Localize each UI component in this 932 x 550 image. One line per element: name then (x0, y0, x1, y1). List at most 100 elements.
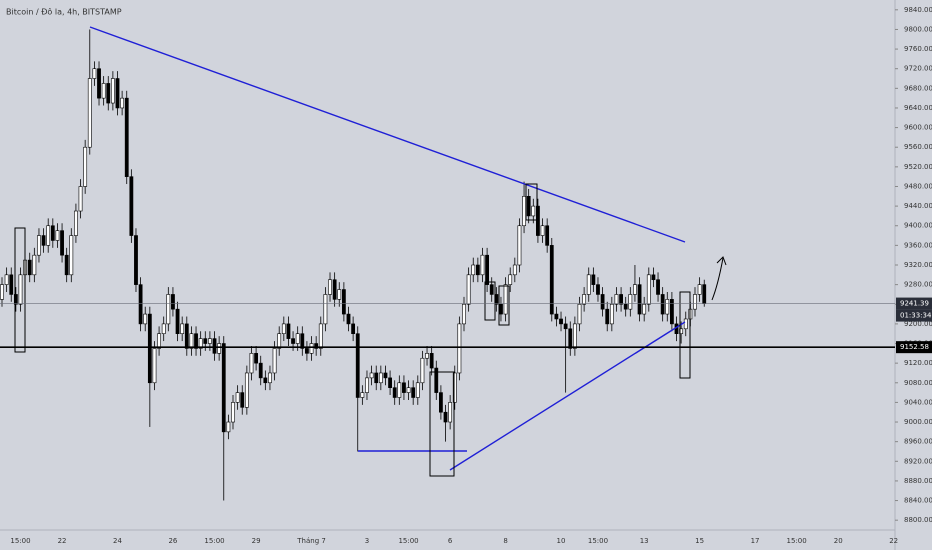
x-tick-label: 26 (168, 537, 177, 545)
candle-body (577, 303, 582, 325)
candle (572, 316, 577, 356)
candle (540, 218, 545, 243)
candle (143, 306, 148, 332)
candle (32, 247, 37, 283)
highlight-box (498, 285, 510, 326)
candle-body (633, 284, 637, 295)
candle-body (147, 313, 152, 384)
candle-body (457, 323, 462, 374)
candle-body (402, 382, 406, 393)
candle (656, 272, 660, 302)
candle (351, 316, 356, 342)
candle (337, 282, 342, 307)
candle (434, 360, 439, 400)
y-tick-label: 9200.00 (904, 320, 932, 328)
candle (582, 287, 587, 312)
x-tick-label: 24 (113, 537, 122, 545)
last-price-box (896, 297, 932, 310)
candle-body (291, 338, 295, 344)
x-tick-label: Tháng 7 (296, 537, 326, 545)
candle (586, 267, 591, 302)
candle (171, 287, 175, 317)
y-tick-label: 9520.00 (904, 163, 932, 171)
candle-body (323, 294, 328, 325)
x-tick-label: 6 (448, 537, 453, 545)
candle-body (120, 97, 125, 109)
candle-body (531, 205, 536, 217)
candle (138, 277, 143, 332)
candle (665, 291, 670, 322)
candle-body (462, 303, 466, 325)
candle (166, 287, 171, 332)
candle (517, 218, 522, 273)
candle (194, 326, 198, 356)
candle (0, 277, 4, 307)
candle-body (536, 205, 540, 236)
x-tick-label: 10 (557, 537, 566, 545)
candle-body (268, 372, 272, 384)
candle (120, 90, 125, 116)
candle (596, 277, 600, 302)
candle (83, 139, 88, 194)
y-tick-label: 9360.00 (904, 241, 932, 249)
candle-body (318, 323, 323, 349)
candle-body (697, 284, 702, 295)
candle-body (300, 333, 305, 349)
candle-body (194, 333, 198, 349)
candle-body (549, 245, 554, 315)
candle-body (406, 387, 411, 393)
candle (512, 257, 517, 283)
candle (240, 385, 245, 415)
candle (217, 336, 222, 361)
candle (402, 375, 406, 400)
y-tick-label: 9120.00 (904, 359, 932, 367)
candle-body (157, 333, 161, 349)
candle-body (646, 274, 651, 305)
candle-body (69, 235, 74, 276)
candle-body (263, 377, 268, 384)
candle-body (702, 284, 707, 304)
x-tick-label: 20 (834, 537, 843, 545)
candle-body (87, 78, 92, 148)
y-tick-label: 9440.00 (904, 202, 932, 210)
candle (286, 316, 291, 346)
candle (305, 341, 309, 361)
candle (369, 365, 374, 386)
candle (485, 247, 490, 292)
x-tick-label: 8 (503, 537, 507, 545)
candle (660, 287, 665, 322)
candle (633, 265, 637, 302)
x-tick-label: 17 (751, 537, 760, 545)
y-tick-label: 9560.00 (904, 143, 932, 151)
candle (332, 272, 337, 307)
candle (18, 267, 23, 312)
candle-body (651, 274, 656, 281)
candle-body (134, 235, 138, 285)
candle-body (189, 333, 194, 349)
candle-body (619, 294, 623, 305)
candle (314, 336, 319, 356)
candle-body (397, 382, 402, 398)
candle-body (351, 323, 356, 335)
candle (41, 228, 46, 253)
candle-body (332, 279, 337, 300)
y-tick-label: 9720.00 (904, 65, 932, 73)
candle (522, 181, 526, 234)
candle-body (522, 195, 526, 227)
candle-body (138, 284, 143, 325)
candle (37, 228, 41, 263)
candle (563, 316, 568, 393)
candle-body (129, 176, 134, 236)
candle (609, 296, 614, 332)
candle-body (50, 225, 55, 241)
candle-body (0, 284, 4, 300)
candle (9, 267, 14, 302)
candle (536, 198, 540, 243)
candle-body (360, 392, 365, 398)
candle (443, 404, 448, 442)
candle (110, 71, 115, 111)
candle (328, 272, 332, 302)
candle-body (369, 372, 374, 379)
candle-body (27, 259, 32, 276)
candle-body (600, 294, 605, 310)
